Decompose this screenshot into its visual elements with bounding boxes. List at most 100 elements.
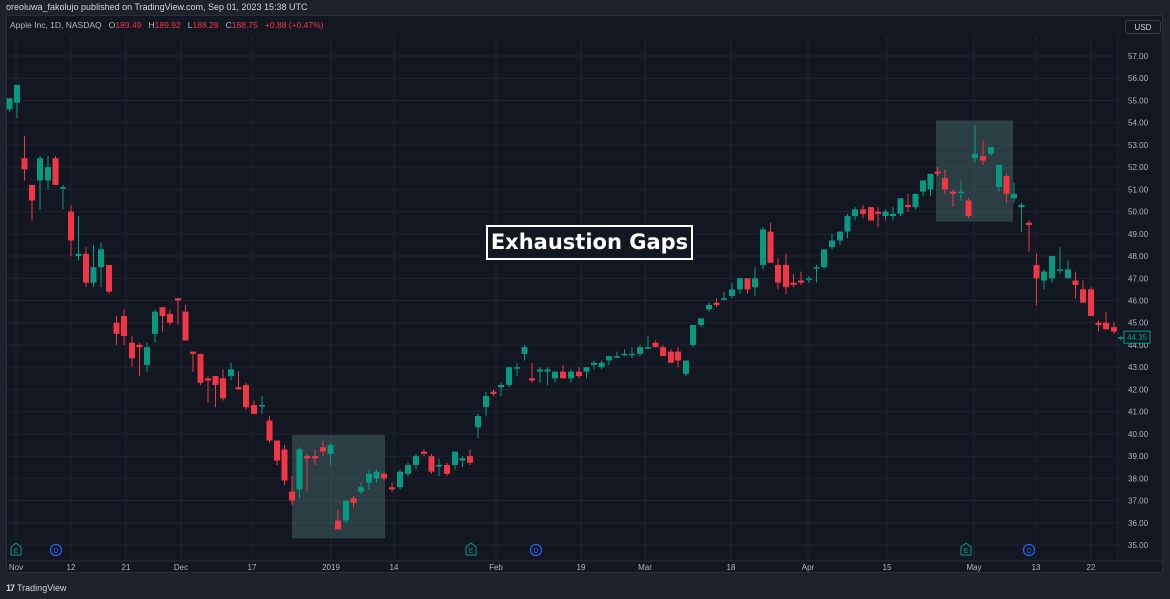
candle-up[interactable] bbox=[366, 473, 372, 483]
candle-up[interactable] bbox=[852, 209, 858, 217]
candle-up[interactable] bbox=[996, 164, 1002, 188]
candle-up[interactable] bbox=[544, 369, 551, 372]
candle-up[interactable] bbox=[927, 173, 934, 190]
candle-down[interactable] bbox=[421, 451, 427, 454]
candle-up[interactable] bbox=[498, 384, 504, 388]
candle-up[interactable] bbox=[629, 353, 635, 356]
candle-down[interactable] bbox=[798, 280, 804, 283]
candle-down[interactable] bbox=[1026, 222, 1032, 225]
candle-up[interactable] bbox=[591, 362, 597, 365]
candle-up[interactable] bbox=[890, 213, 896, 217]
candle-down[interactable] bbox=[274, 440, 280, 461]
candle-up[interactable] bbox=[436, 464, 442, 467]
candle-down[interactable] bbox=[320, 447, 326, 452]
candle-up[interactable] bbox=[690, 324, 696, 345]
candle-down[interactable] bbox=[182, 311, 189, 341]
candle-up[interactable] bbox=[358, 487, 364, 492]
candle-up[interactable] bbox=[614, 356, 620, 358]
candle-down[interactable] bbox=[775, 264, 781, 283]
candle-up[interactable] bbox=[98, 249, 104, 268]
candle-up[interactable] bbox=[912, 193, 919, 208]
candle-up[interactable] bbox=[373, 471, 380, 479]
candle-up[interactable] bbox=[452, 451, 458, 465]
candle-down[interactable] bbox=[167, 313, 173, 323]
dividend-marker-icon[interactable] bbox=[529, 543, 543, 557]
candle-up[interactable] bbox=[897, 198, 904, 214]
chart-panel[interactable] bbox=[6, 15, 1163, 573]
candle-down[interactable] bbox=[652, 342, 659, 348]
earnings-marker-icon[interactable] bbox=[10, 542, 22, 556]
dividend-marker-icon[interactable] bbox=[1022, 543, 1036, 557]
candle-down[interactable] bbox=[980, 156, 986, 161]
candle-up[interactable] bbox=[583, 367, 590, 372]
candle-up[interactable] bbox=[958, 191, 964, 194]
candle-up[interactable] bbox=[475, 416, 481, 428]
candle-down[interactable] bbox=[467, 456, 473, 463]
candle-up[interactable] bbox=[6, 98, 13, 110]
candle-down[interactable] bbox=[576, 371, 582, 377]
candle-up[interactable] bbox=[1049, 256, 1055, 279]
candle-down[interactable] bbox=[490, 391, 497, 394]
candle-up[interactable] bbox=[829, 240, 835, 248]
candle-down[interactable] bbox=[335, 520, 341, 530]
candle-down[interactable] bbox=[744, 278, 751, 290]
candle-up[interactable] bbox=[459, 458, 466, 461]
candle-down[interactable] bbox=[83, 253, 89, 283]
candle-down[interactable] bbox=[129, 342, 135, 359]
earnings-marker-icon[interactable] bbox=[960, 542, 972, 556]
candle-down[interactable] bbox=[668, 351, 674, 363]
candle-up[interactable] bbox=[144, 347, 150, 365]
tradingview-logo[interactable]: 17 TradingView bbox=[6, 583, 67, 593]
candle-up[interactable] bbox=[1065, 269, 1071, 279]
candle-down[interactable] bbox=[1080, 289, 1086, 303]
candle-down[interactable] bbox=[21, 158, 28, 170]
candle-down[interactable] bbox=[136, 344, 143, 348]
candle-down[interactable] bbox=[190, 351, 196, 354]
candle-down[interactable] bbox=[205, 378, 211, 381]
candle-down[interactable] bbox=[52, 158, 59, 185]
candle-down[interactable] bbox=[289, 491, 295, 501]
candle-up[interactable] bbox=[537, 369, 543, 372]
candle-up[interactable] bbox=[60, 187, 66, 189]
candle-up[interactable] bbox=[1018, 204, 1025, 208]
candle-down[interactable] bbox=[121, 316, 127, 337]
candle-down[interactable] bbox=[312, 456, 318, 459]
candle-up[interactable] bbox=[920, 180, 926, 192]
candle-up[interactable] bbox=[645, 347, 651, 349]
candle-down[interactable] bbox=[868, 207, 874, 221]
candle-down[interactable] bbox=[106, 264, 112, 292]
candle-down[interactable] bbox=[1072, 280, 1079, 285]
candle-up[interactable] bbox=[683, 360, 689, 374]
candle-up[interactable] bbox=[821, 249, 827, 268]
candle-up[interactable] bbox=[729, 289, 735, 297]
candle-up[interactable] bbox=[75, 253, 82, 257]
candle-up[interactable] bbox=[1011, 193, 1017, 199]
candle-down[interactable] bbox=[934, 171, 941, 174]
candle-down[interactable] bbox=[942, 178, 948, 190]
candle-up[interactable] bbox=[813, 267, 820, 269]
candle-up[interactable] bbox=[259, 404, 265, 407]
candle-up[interactable] bbox=[152, 311, 158, 334]
candle-up[interactable] bbox=[37, 158, 43, 181]
candle-down[interactable] bbox=[1088, 289, 1094, 317]
candle-down[interactable] bbox=[266, 420, 273, 441]
candle-up[interactable] bbox=[606, 356, 612, 361]
candle-up[interactable] bbox=[806, 278, 812, 280]
candle-down[interactable] bbox=[350, 498, 357, 503]
candle-up[interactable] bbox=[506, 367, 512, 385]
candle-up[interactable] bbox=[972, 153, 978, 159]
candle-up[interactable] bbox=[752, 278, 758, 288]
candle-up[interactable] bbox=[1118, 337, 1124, 339]
candle-up[interactable] bbox=[1057, 269, 1063, 271]
candle-up[interactable] bbox=[1041, 271, 1047, 281]
candle-up[interactable] bbox=[598, 362, 605, 368]
candle-up[interactable] bbox=[327, 444, 334, 454]
candle-down[interactable] bbox=[1111, 327, 1117, 332]
candle-up[interactable] bbox=[837, 231, 843, 241]
candle-up[interactable] bbox=[988, 147, 994, 154]
candle-down[interactable] bbox=[875, 211, 881, 214]
candle-down[interactable] bbox=[113, 322, 120, 334]
candle-up[interactable] bbox=[228, 369, 234, 377]
candle-down[interactable] bbox=[950, 191, 956, 194]
candle-down[interactable] bbox=[159, 307, 166, 317]
